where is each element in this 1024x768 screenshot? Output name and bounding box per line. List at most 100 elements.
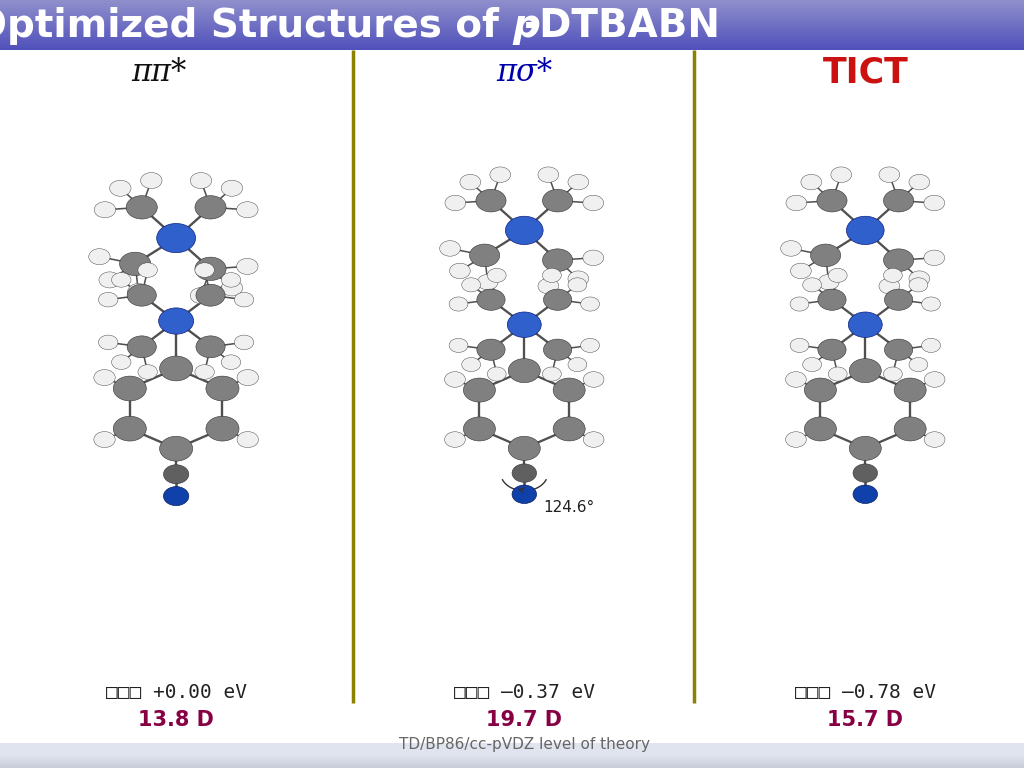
Circle shape xyxy=(925,432,945,447)
Text: ππ*: ππ* xyxy=(131,58,186,88)
Bar xyxy=(0,42,1024,43)
Circle shape xyxy=(909,357,928,372)
Circle shape xyxy=(909,271,930,286)
Circle shape xyxy=(444,372,465,387)
Bar xyxy=(0,3,1024,4)
Bar xyxy=(0,12,1024,13)
Circle shape xyxy=(924,195,944,210)
Bar xyxy=(0,745,1024,758)
Circle shape xyxy=(818,339,846,360)
Circle shape xyxy=(94,202,116,218)
Circle shape xyxy=(120,252,151,276)
Bar xyxy=(0,13,1024,14)
Bar xyxy=(0,45,1024,46)
Text: 124.6°: 124.6° xyxy=(543,500,594,515)
Text: 13.8 D: 13.8 D xyxy=(138,710,214,730)
Circle shape xyxy=(221,273,241,287)
Circle shape xyxy=(464,378,496,402)
Circle shape xyxy=(450,339,468,353)
Circle shape xyxy=(828,268,847,283)
Circle shape xyxy=(221,180,243,197)
Bar xyxy=(0,41,1024,42)
Bar xyxy=(0,753,1024,766)
Circle shape xyxy=(195,257,226,280)
Circle shape xyxy=(477,339,505,360)
Circle shape xyxy=(195,263,214,277)
Bar xyxy=(0,10,1024,11)
Circle shape xyxy=(581,339,599,353)
Circle shape xyxy=(543,249,572,271)
Circle shape xyxy=(543,190,572,212)
Bar xyxy=(0,753,1024,766)
Circle shape xyxy=(584,372,604,387)
Circle shape xyxy=(160,436,193,461)
Circle shape xyxy=(98,335,118,349)
Circle shape xyxy=(445,195,466,210)
Bar xyxy=(0,46,1024,47)
Circle shape xyxy=(884,268,902,283)
Text: Optimized Structures of: Optimized Structures of xyxy=(0,7,512,45)
Circle shape xyxy=(138,365,158,379)
Circle shape xyxy=(849,359,882,382)
Circle shape xyxy=(791,263,811,279)
Circle shape xyxy=(126,196,158,219)
Bar xyxy=(0,750,1024,763)
Bar xyxy=(0,748,1024,761)
Bar xyxy=(0,15,1024,16)
Circle shape xyxy=(234,335,254,349)
Circle shape xyxy=(110,180,131,197)
Bar xyxy=(0,26,1024,27)
Circle shape xyxy=(196,284,225,306)
Circle shape xyxy=(853,485,878,504)
Bar xyxy=(0,43,1024,44)
Bar xyxy=(0,750,1024,762)
Bar xyxy=(0,4,1024,5)
Circle shape xyxy=(237,202,258,218)
Text: -DTBABN: -DTBABN xyxy=(524,7,721,45)
Circle shape xyxy=(894,378,926,402)
Bar xyxy=(0,746,1024,759)
Bar xyxy=(0,28,1024,29)
Circle shape xyxy=(568,357,587,372)
Circle shape xyxy=(922,297,940,311)
Bar xyxy=(0,47,1024,48)
Circle shape xyxy=(114,376,146,401)
Text: p: p xyxy=(512,7,540,45)
Circle shape xyxy=(164,465,188,484)
Circle shape xyxy=(817,190,847,212)
Circle shape xyxy=(476,190,506,212)
Bar xyxy=(0,749,1024,761)
Circle shape xyxy=(112,355,131,369)
Bar xyxy=(0,746,1024,760)
Circle shape xyxy=(553,378,585,402)
Circle shape xyxy=(909,278,928,292)
Circle shape xyxy=(506,217,543,244)
Circle shape xyxy=(884,249,913,271)
Text: TD/BP86/cc-pVDZ level of theory: TD/BP86/cc-pVDZ level of theory xyxy=(398,737,650,753)
Circle shape xyxy=(884,190,913,212)
Bar xyxy=(0,9,1024,10)
Circle shape xyxy=(157,223,196,253)
Text: □□□ –0.78 eV: □□□ –0.78 eV xyxy=(795,684,936,702)
Bar xyxy=(0,753,1024,766)
Circle shape xyxy=(785,372,806,387)
Bar xyxy=(0,5,1024,6)
Circle shape xyxy=(477,274,498,290)
Circle shape xyxy=(791,339,809,353)
Bar xyxy=(0,20,1024,21)
Circle shape xyxy=(196,336,225,358)
Bar xyxy=(0,743,1024,756)
Bar xyxy=(0,751,1024,764)
Circle shape xyxy=(140,173,162,189)
Circle shape xyxy=(237,369,258,386)
Bar xyxy=(0,748,1024,761)
Circle shape xyxy=(159,308,194,334)
Text: □□□ +0.00 eV: □□□ +0.00 eV xyxy=(105,684,247,702)
Bar xyxy=(0,34,1024,35)
Circle shape xyxy=(584,432,604,447)
Bar xyxy=(0,750,1024,763)
Circle shape xyxy=(221,280,243,296)
Bar xyxy=(0,746,1024,758)
Bar xyxy=(0,6,1024,7)
Bar xyxy=(0,743,1024,756)
